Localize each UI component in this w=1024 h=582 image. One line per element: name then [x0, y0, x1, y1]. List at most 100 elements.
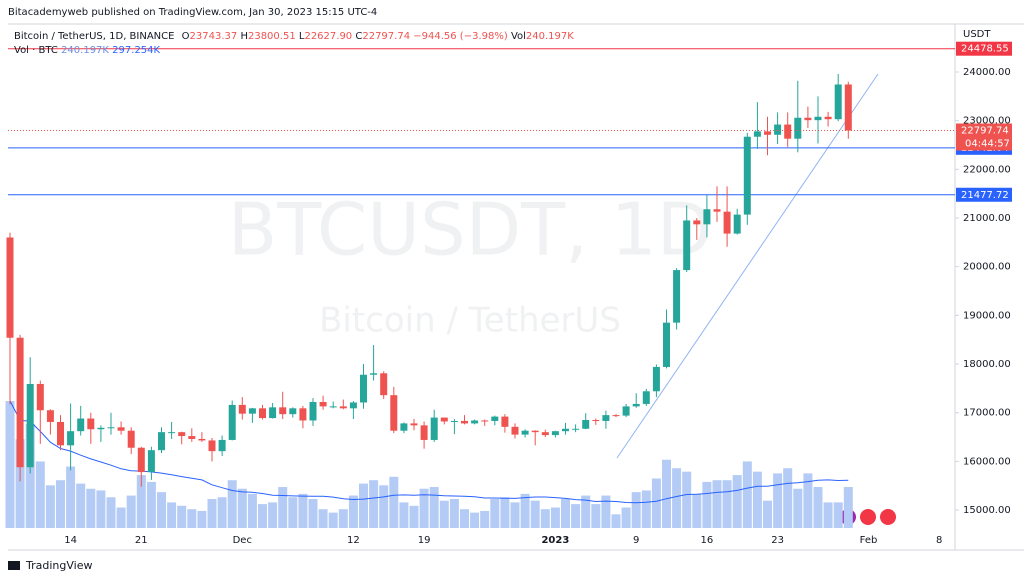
legend-low: 22627.90	[304, 31, 352, 42]
candle-body	[390, 395, 398, 431]
candle-body	[834, 84, 842, 120]
brand-name: TradingView	[25, 559, 92, 572]
published-note: Bitacademyweb published on TradingView.c…	[8, 7, 377, 18]
volume-bar	[66, 466, 76, 528]
volume-bar	[247, 493, 257, 528]
volume-bar	[379, 485, 389, 528]
volume-bar	[76, 483, 86, 528]
volume-bar	[288, 497, 298, 528]
volume-bar	[419, 488, 429, 528]
candle-body	[228, 404, 236, 440]
volume-bar	[662, 459, 671, 528]
brand: TradingView	[8, 559, 92, 572]
candle-body	[279, 407, 287, 415]
candle-body	[703, 209, 711, 225]
x-tick-label: 19	[418, 535, 431, 546]
candle-body	[450, 420, 458, 422]
volume-bar	[187, 509, 197, 528]
candle-body	[309, 401, 317, 421]
legend-close: 22797.74	[362, 31, 410, 42]
candle-body	[178, 432, 186, 437]
brand-logo	[8, 561, 20, 570]
volume-bar	[813, 487, 823, 528]
event-icon	[860, 509, 876, 525]
last-price-tag	[956, 123, 1012, 151]
candle-body	[208, 440, 216, 452]
volume-bar	[328, 512, 338, 528]
x-tick-label: 8	[936, 535, 942, 546]
candle-body	[531, 430, 539, 433]
volume-bar	[490, 498, 500, 528]
volume-bar	[56, 480, 65, 528]
y-tick-label: 17000.00	[963, 408, 1011, 419]
level-tag-label: 24478.55	[961, 44, 1009, 55]
candle-body	[582, 419, 590, 429]
legend-prefix: L	[299, 31, 305, 42]
candle-body	[147, 450, 155, 473]
candle-body	[663, 322, 670, 367]
volume-bar	[763, 500, 772, 528]
candle-body	[168, 432, 176, 434]
candle-body	[26, 383, 34, 468]
volume-bar	[146, 481, 156, 528]
volume-bar	[338, 509, 348, 528]
volume-bar	[298, 493, 308, 528]
candle-body	[269, 407, 277, 419]
candle-body	[461, 420, 468, 424]
candle-body	[541, 432, 549, 436]
candle-body	[420, 425, 428, 440]
volume-bar	[429, 487, 439, 528]
y-tick-label: 24000.00	[963, 67, 1011, 78]
candle-body	[764, 131, 771, 135]
volume-bar	[702, 481, 712, 528]
candle-body	[511, 426, 519, 435]
candle-body	[733, 214, 741, 234]
volume-bar	[409, 505, 419, 528]
candle-body	[400, 423, 408, 431]
x-tick-label: 23	[771, 535, 784, 546]
volume-bar	[641, 490, 651, 528]
candle-body	[562, 428, 569, 432]
candle-body	[814, 116, 822, 121]
candle-body	[753, 131, 761, 137]
volume-bar	[581, 495, 591, 528]
candle-body	[370, 373, 378, 375]
legend-prefix: O	[182, 31, 190, 42]
candle-body	[218, 439, 226, 452]
candle-body	[6, 237, 14, 338]
candle-body	[380, 373, 388, 396]
candle-body	[77, 418, 85, 432]
watermark-description: Bitcoin / TetherUS	[319, 301, 621, 341]
volume-bar	[35, 461, 45, 528]
candle-body	[319, 401, 327, 407]
watermark: BTCUSDT, 1D Bitcoin / TetherUS	[228, 188, 712, 341]
x-tick-label: Feb	[860, 535, 878, 546]
event-icon	[880, 509, 896, 525]
volume-legend-value: 240.197K	[61, 45, 109, 56]
volume-bar	[561, 498, 570, 528]
candle-body	[723, 211, 731, 234]
volume-bar	[631, 492, 641, 528]
volume-legend-name: Vol · BTC	[14, 45, 58, 56]
volume-bar	[530, 500, 540, 528]
volume-bar	[439, 500, 449, 528]
volume-bar	[793, 488, 803, 528]
candle-body	[97, 427, 105, 430]
volume-bar	[783, 468, 793, 528]
volume-bar	[15, 439, 25, 528]
countdown: 04:44:57	[965, 139, 1010, 150]
candle-body	[673, 270, 681, 323]
volume-bar	[369, 480, 379, 528]
candle-body	[784, 124, 792, 139]
x-tick-label: 16	[701, 535, 714, 546]
candle-body	[683, 220, 691, 271]
candle-body	[299, 408, 307, 421]
y-tick-label: 19000.00	[963, 310, 1011, 321]
y-tick-label: 22000.00	[963, 164, 1011, 175]
candle-body	[46, 410, 54, 422]
y-tick-label: 15000.00	[963, 505, 1011, 516]
candle-body	[16, 337, 24, 468]
candle-body	[349, 402, 357, 409]
candle-body	[117, 427, 125, 431]
volume-bar	[449, 498, 459, 528]
